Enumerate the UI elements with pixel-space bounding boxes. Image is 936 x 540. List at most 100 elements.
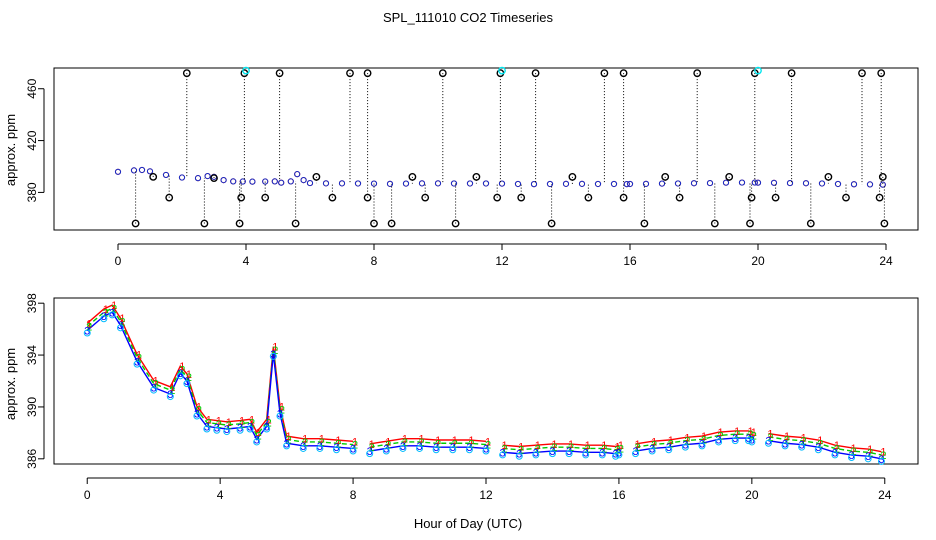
top-blue-point	[850, 181, 858, 188]
series-circle-point	[213, 426, 221, 434]
outlier-point	[531, 69, 540, 78]
series-2-point: 2	[402, 437, 408, 449]
series-2-point: 2	[418, 437, 424, 449]
bottom-x-tick-label: 4	[217, 488, 224, 502]
series-2-point: 2	[651, 440, 657, 452]
top-x-tick-label: 12	[495, 254, 509, 268]
series-circle-point	[203, 425, 211, 433]
bottom-x-tick-label: 24	[878, 488, 892, 502]
outlier-point	[824, 172, 833, 181]
series-1-point: 1	[111, 300, 117, 312]
top-blue-point	[770, 179, 778, 186]
top-x-tick-label: 0	[115, 254, 122, 268]
top-data-marks	[114, 66, 889, 228]
cyan-flag-point	[242, 66, 250, 75]
series-circle-point	[831, 451, 839, 459]
top-x-tick-label: 8	[371, 254, 378, 268]
series-circle-point	[745, 437, 753, 445]
bottom-x-tick-label: 8	[350, 488, 357, 502]
series-1-point: 1	[452, 435, 458, 447]
outlier-point	[237, 193, 246, 202]
top-blue-point	[674, 180, 682, 187]
series-1-line	[369, 438, 487, 445]
series-circle-point	[150, 386, 158, 394]
bottom-x-axis-label: Hour of Day (UTC)	[414, 516, 522, 531]
top-blue-point	[271, 178, 278, 185]
series-circle-point	[263, 425, 271, 433]
series-3-point: 3	[566, 446, 572, 458]
outlier-point	[210, 174, 218, 183]
bottom-x-tick-label: 0	[84, 488, 91, 502]
series-circle-point	[632, 450, 640, 458]
series-2-point: 2	[880, 450, 886, 462]
series-1-point: 1	[817, 435, 823, 447]
bottom-y-tick-label: 398	[25, 293, 39, 313]
series-1-point: 1	[286, 431, 292, 443]
top-x-tick-label: 4	[243, 254, 250, 268]
series-circle-point	[482, 447, 490, 455]
series-2-point: 2	[618, 443, 624, 455]
series-2-point: 2	[319, 437, 325, 449]
series-2-line	[86, 307, 354, 446]
series-circle-point	[269, 352, 277, 360]
series-2-point: 2	[352, 440, 358, 452]
outlier-point	[421, 193, 430, 202]
series-3-point: 3	[184, 376, 190, 388]
bottom-y-tick-label: 390	[25, 397, 39, 417]
top-blue-point	[294, 171, 301, 178]
top-blue-point	[418, 180, 426, 187]
series-circle-point	[465, 446, 473, 454]
outlier-point	[291, 219, 300, 228]
top-blue-point	[706, 179, 714, 187]
top-blue-point	[466, 180, 474, 187]
series-3-point: 3	[848, 450, 854, 462]
series-1-point: 1	[880, 447, 886, 459]
series-3-point: 3	[745, 433, 751, 445]
chart-title: SPL_111010 CO2 Timeseries	[383, 10, 554, 25]
top-blue-point	[754, 179, 762, 186]
top-blue-point	[278, 179, 285, 186]
series-1-point: 1	[249, 414, 255, 426]
outlier-point	[619, 193, 628, 202]
top-blue-point	[642, 180, 650, 187]
series-2-point: 2	[834, 443, 840, 455]
top-blue-point	[322, 180, 330, 187]
series-3-point: 3	[101, 311, 107, 323]
outlier-point	[235, 219, 244, 228]
top-blue-point	[623, 181, 630, 188]
series-1-point: 1	[834, 440, 840, 452]
series-circle-point	[223, 428, 231, 436]
series-3-point: 3	[533, 447, 539, 459]
outlier-point	[370, 219, 378, 228]
series-1-point: 1	[718, 427, 724, 439]
top-blue-point	[450, 180, 458, 187]
series-3-point: 3	[549, 446, 555, 458]
outlier-point	[517, 193, 526, 202]
top-blue-point	[818, 180, 826, 187]
series-circle-point	[598, 451, 606, 459]
series-1-point: 1	[206, 414, 212, 426]
series-3-point: 3	[450, 442, 456, 454]
top-blue-point	[498, 180, 506, 187]
series-3-point: 3	[277, 408, 283, 420]
outlier-point	[725, 172, 734, 181]
series-1-point: 1	[226, 417, 232, 429]
bottom-plot-frame	[53, 297, 919, 465]
series-3-point: 3	[317, 441, 323, 453]
top-blue-point	[230, 178, 237, 185]
series-1-line	[768, 432, 882, 453]
outlier-point	[200, 219, 209, 228]
top-blue-point	[249, 178, 256, 185]
series-circle-point	[83, 329, 91, 337]
top-blue-point	[834, 180, 842, 188]
outlier-point	[472, 172, 481, 181]
series-2-point: 2	[196, 405, 202, 417]
top-x-tick-label: 16	[623, 254, 637, 268]
series-circle-point	[246, 425, 254, 433]
series-2-point: 2	[718, 430, 724, 442]
series-3-point: 3	[134, 357, 140, 369]
series-1-point: 1	[136, 349, 142, 361]
top-axes: 0 4 8 12 16 20 24 380 420 460	[25, 78, 893, 268]
series-1-point: 1	[86, 318, 92, 330]
series-circle-point	[283, 442, 291, 450]
